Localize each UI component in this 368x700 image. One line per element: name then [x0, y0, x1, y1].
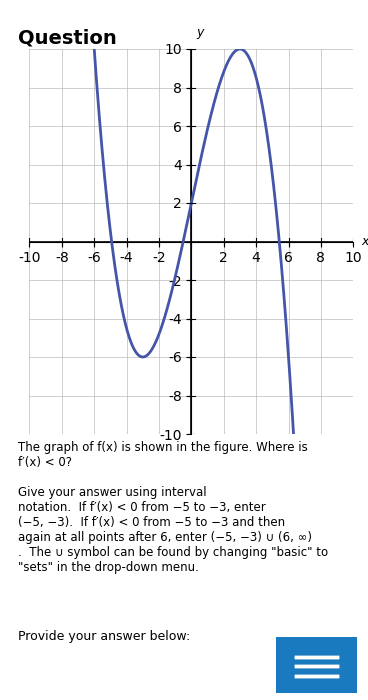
Text: x: x [361, 235, 368, 248]
Text: Provide your answer below:: Provide your answer below: [18, 630, 191, 643]
FancyBboxPatch shape [273, 637, 360, 693]
Text: The graph of f(x) is shown in the figure. Where is
f′(x) < 0?

Give your answer : The graph of f(x) is shown in the figure… [18, 441, 329, 574]
Text: y: y [196, 27, 204, 39]
Text: Question: Question [18, 28, 117, 47]
